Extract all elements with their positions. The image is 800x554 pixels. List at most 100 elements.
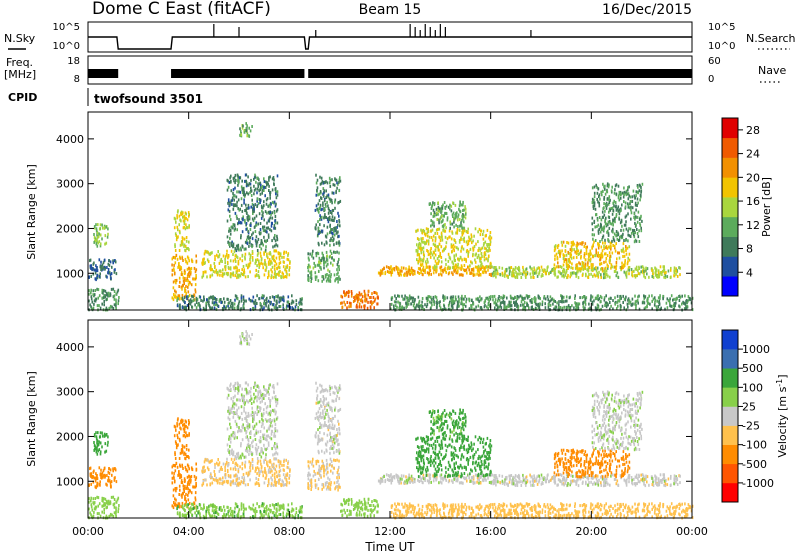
echo-cell — [189, 272, 192, 276]
echo-cell — [624, 259, 626, 263]
echo-cell — [480, 260, 482, 264]
echo-cell — [274, 226, 277, 230]
echo-cell — [251, 256, 254, 259]
echo-cell — [613, 191, 616, 195]
echo-cell — [544, 268, 546, 272]
echo-cell — [178, 484, 181, 488]
echo-cell — [620, 193, 622, 197]
echo-cell — [191, 513, 193, 517]
echo-cell — [88, 497, 90, 501]
echo-cell — [413, 306, 416, 310]
echo-cell — [184, 480, 186, 483]
echo-cell — [332, 191, 335, 195]
echo-cell — [235, 179, 237, 182]
echo-cell — [472, 302, 475, 306]
echo-cell — [92, 289, 95, 293]
echo-cell — [113, 294, 116, 298]
echo-cell — [501, 300, 503, 304]
echo-cell — [260, 239, 263, 242]
echo-cell — [472, 268, 474, 272]
echo-cell — [248, 297, 250, 301]
echo-cell — [491, 272, 494, 276]
echo-cell — [248, 252, 250, 256]
echo-cell — [94, 299, 97, 303]
echo-cell — [429, 255, 432, 259]
echo-cell — [646, 267, 649, 271]
echo-cell — [106, 297, 108, 301]
echo-cell — [292, 307, 294, 311]
echo-cell — [563, 300, 565, 304]
echo-cell — [558, 300, 560, 304]
echo-cell — [337, 235, 339, 239]
echo-cell — [661, 270, 664, 273]
echo-cell — [508, 270, 511, 274]
echo-cell — [568, 265, 570, 269]
echo-cell — [231, 509, 234, 513]
echo-cell — [431, 220, 434, 224]
echo-cell — [420, 269, 423, 273]
echo-cell — [517, 305, 520, 309]
echo-cell — [323, 207, 325, 210]
echo-cell — [652, 276, 655, 279]
echo-cell — [265, 510, 267, 513]
echo-cell — [178, 422, 181, 426]
echo-cell — [108, 271, 111, 275]
echo-cell — [106, 474, 108, 477]
echo-cell — [183, 244, 185, 248]
echo-cell — [93, 444, 96, 447]
echo-cell — [235, 265, 237, 269]
echo-cell — [486, 244, 489, 248]
echo-cell — [267, 276, 269, 280]
echo-cell — [267, 262, 270, 266]
echo-cell — [177, 297, 179, 301]
echo-cell — [253, 205, 255, 209]
echo-cell — [570, 266, 572, 270]
echo-cell — [482, 237, 485, 241]
echo-cell — [420, 239, 423, 243]
echo-cell — [243, 190, 245, 194]
echo-cell — [113, 498, 116, 501]
echo-cell — [444, 297, 446, 301]
echo-cell — [475, 252, 477, 256]
echo-cell — [609, 301, 611, 304]
echo-cell — [266, 183, 268, 187]
echo-cell — [275, 512, 277, 516]
echo-cell — [259, 188, 261, 192]
echo-cell — [443, 201, 446, 204]
echo-cell — [623, 190, 626, 194]
echo-cell — [597, 275, 600, 279]
echo-cell — [458, 240, 461, 244]
echo-cell — [478, 256, 481, 260]
echo-cell — [445, 212, 448, 215]
echo-cell — [577, 276, 580, 280]
echo-cell — [610, 207, 613, 210]
echo-cell — [105, 482, 107, 486]
echo-cell — [262, 266, 264, 270]
echo-cell — [337, 260, 339, 264]
echo-cell — [263, 252, 265, 256]
echo-cell — [249, 236, 252, 239]
echo-cell — [472, 239, 474, 243]
echo-cell — [249, 258, 251, 261]
echo-cell — [233, 306, 236, 310]
echo-cell — [190, 298, 192, 302]
echo-cell — [513, 297, 515, 301]
echo-cell — [207, 251, 209, 255]
echo-cell — [179, 303, 181, 307]
echo-cell — [271, 511, 274, 515]
echo-cell — [267, 306, 269, 310]
echo-cell — [224, 261, 226, 265]
echo-cell — [264, 510, 266, 514]
echo-cell — [584, 306, 586, 310]
echo-cell — [614, 302, 617, 306]
echo-cell — [269, 504, 271, 508]
echo-cell — [234, 266, 236, 270]
echo-cell — [182, 484, 185, 488]
echo-cell — [185, 513, 188, 517]
echo-cell — [97, 496, 100, 500]
echo-cell — [605, 273, 608, 276]
echo-cell — [522, 297, 525, 301]
echo-cell — [334, 200, 336, 204]
echo-cell — [651, 268, 653, 272]
echo-cell — [489, 242, 492, 246]
